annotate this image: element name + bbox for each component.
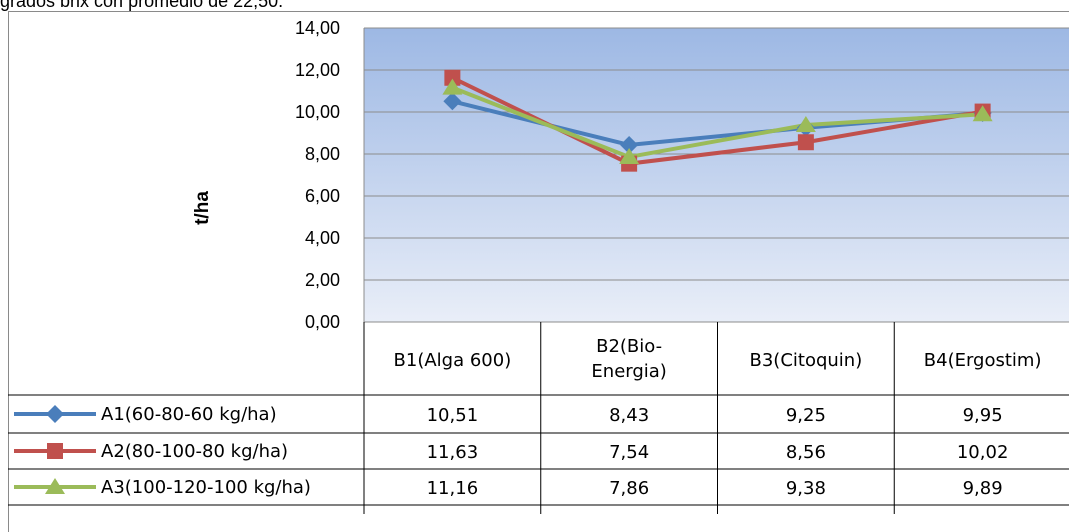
legend-label: A1(60-80-60 kg/ha) — [101, 404, 277, 425]
y-tick-label: 14,00 — [295, 18, 340, 38]
data-label: 9,38 — [786, 478, 826, 499]
caption-text: grados brix con promedio de 22,50. — [0, 0, 284, 11]
marker-triangle — [795, 116, 816, 133]
series-line — [451, 85, 983, 159]
legend-label: A3(100-120-100 kg/ha) — [101, 477, 311, 498]
marker-diamond — [620, 135, 639, 154]
plot-area — [364, 28, 1069, 322]
y-tick-label: 8,00 — [305, 144, 340, 164]
marker-square — [797, 134, 814, 151]
data-label: 10,02 — [957, 442, 1009, 463]
y-tick-label: 12,00 — [295, 60, 340, 80]
category-label: B4(Ergostim) — [924, 350, 1042, 371]
category-label: B2(Bio-Energia) — [591, 336, 666, 382]
marker-diamond — [443, 92, 462, 111]
data-label: 11,16 — [427, 478, 479, 499]
marker-triangle — [442, 78, 463, 95]
data-label: 7,86 — [609, 478, 649, 499]
data-label: 11,63 — [427, 442, 479, 463]
y-tick-label: 4,00 — [305, 228, 340, 248]
data-label: 8,56 — [786, 442, 826, 463]
data-label: 9,89 — [963, 478, 1003, 499]
legend-label: A2(80-100-80 kg/ha) — [101, 441, 288, 462]
category-label: B3(Citoquin) — [750, 350, 863, 371]
marker-triangle — [972, 105, 993, 122]
data-label: 9,95 — [963, 405, 1003, 426]
data-label: 10,51 — [427, 405, 479, 426]
y-axis-label: t/ha — [192, 191, 213, 225]
line-chart: 0,00 2,00 4,00 6,00 8,00 10,00 12,00 14,00 t/ha… — [8, 18, 1069, 514]
y-axis-ticks: 0,00 2,00 4,00 6,00 8,00 10,00 12,00 14,00 — [295, 18, 340, 332]
marker-diamond — [46, 405, 64, 423]
category-label: B1(Alga 600) — [394, 350, 512, 371]
series-lines — [442, 69, 993, 172]
data-label: 7,54 — [609, 442, 649, 463]
y-tick-label: 0,00 — [305, 312, 340, 332]
marker-square — [444, 69, 461, 86]
data-table: B1(Alga 600) B2(Bio-Energia) B3(Citoquin) B… — [8, 322, 1069, 514]
marker-triangle — [45, 478, 65, 494]
y-tick-label: 10,00 — [295, 102, 340, 122]
marker-square — [47, 443, 63, 459]
data-label: 8,43 — [609, 405, 649, 426]
chart-frame — [8, 11, 1069, 532]
data-label: 9,25 — [786, 405, 826, 426]
y-tick-label: 6,00 — [305, 186, 340, 206]
y-tick-label: 2,00 — [305, 270, 340, 290]
marker-triangle — [619, 147, 640, 164]
